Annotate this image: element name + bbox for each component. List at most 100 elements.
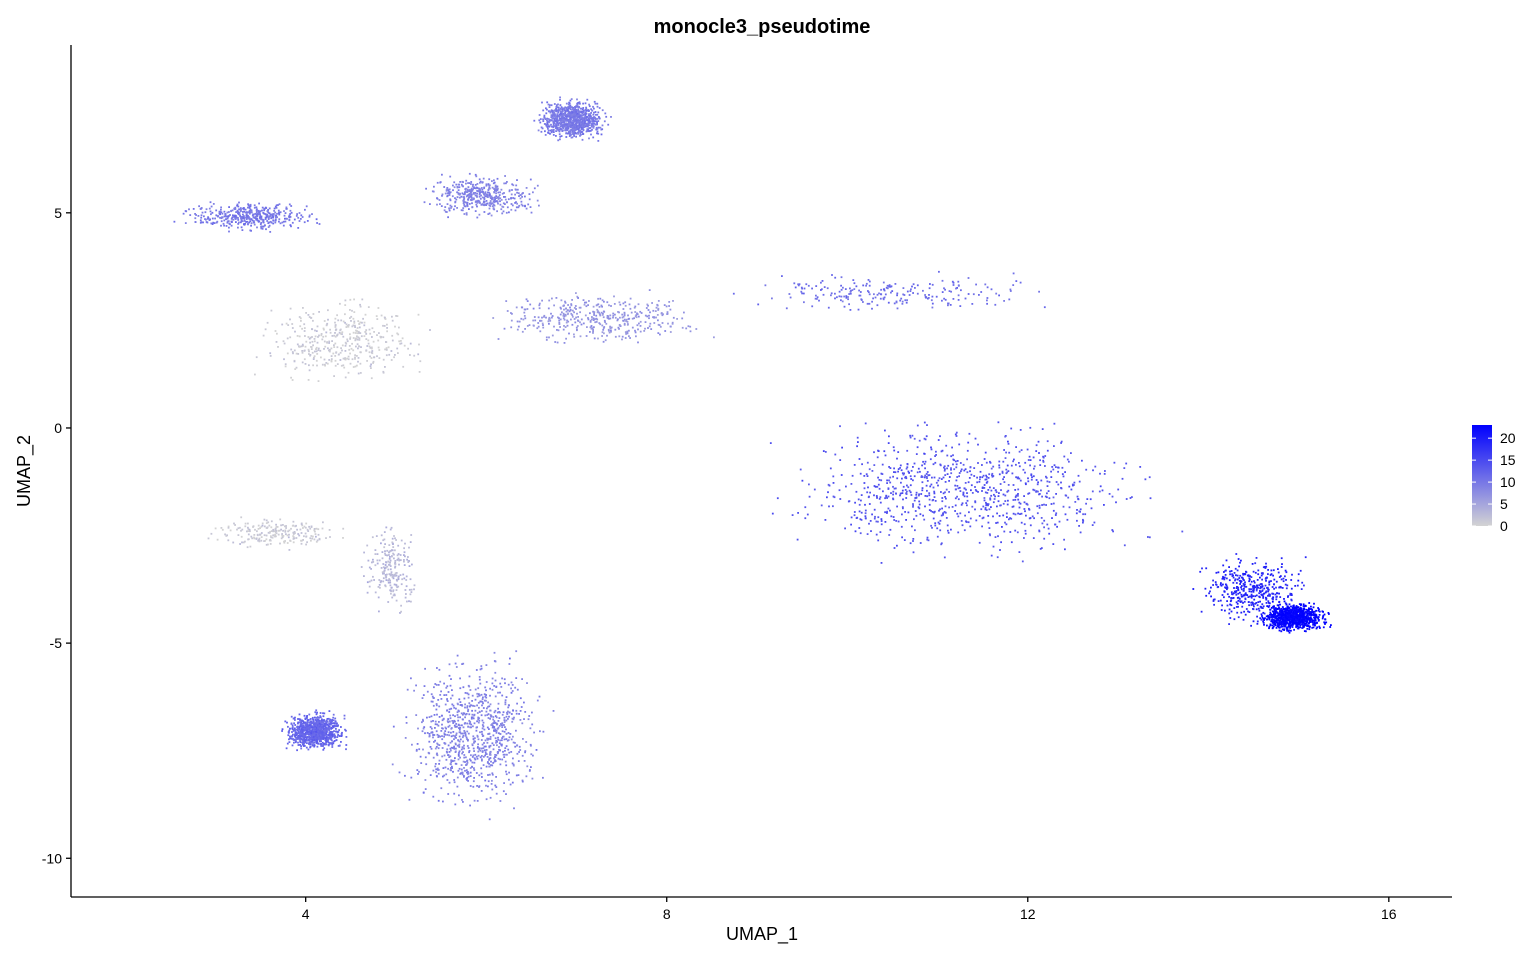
scatter-point [231, 221, 233, 223]
scatter-point [264, 540, 266, 542]
scatter-point [563, 108, 565, 110]
scatter-point [542, 327, 544, 329]
scatter-point [297, 227, 299, 229]
scatter-point [436, 724, 438, 726]
scatter-point [454, 197, 456, 199]
scatter-point [461, 713, 463, 715]
scatter-point [603, 311, 605, 313]
scatter-point [323, 715, 325, 717]
scatter-point [248, 534, 250, 536]
scatter-point [473, 780, 475, 782]
scatter-point [495, 786, 497, 788]
scatter-point [446, 187, 448, 189]
scatter-point [564, 124, 566, 126]
scatter-point [331, 348, 333, 350]
scatter-point [461, 799, 463, 801]
scatter-point [655, 310, 657, 312]
scatter-point [475, 184, 477, 186]
scatter-point [485, 740, 487, 742]
scatter-point [394, 537, 396, 539]
scatter-point [481, 710, 483, 712]
scatter-point [337, 731, 339, 733]
scatter-point [344, 715, 346, 717]
scatter-point [601, 335, 603, 337]
scatter-point [486, 681, 488, 683]
scatter-point [507, 711, 509, 713]
scatter-point [419, 360, 421, 362]
scatter-point [517, 329, 519, 331]
scatter-point [485, 785, 487, 787]
scatter-point [564, 319, 566, 321]
scatter-point [458, 770, 460, 772]
scatter-point [466, 777, 468, 779]
scatter-point [510, 326, 512, 328]
scatter-point [517, 189, 519, 191]
scatter-point [358, 345, 360, 347]
scatter-point [480, 198, 482, 200]
scatter-point [302, 344, 304, 346]
scatter-point [289, 213, 291, 215]
scatter-point [509, 658, 511, 660]
scatter-point [808, 285, 810, 287]
scatter-point [469, 203, 471, 205]
scatter-point [200, 217, 202, 219]
scatter-point [452, 185, 454, 187]
scatter-point [461, 184, 463, 186]
scatter-point [573, 123, 575, 125]
scatter-point [506, 754, 508, 756]
scatter-point [627, 321, 629, 323]
scatter-point [533, 308, 535, 310]
scatter-point [390, 529, 392, 531]
scatter-point [466, 737, 468, 739]
scatter-point [533, 325, 535, 327]
scatter-point [373, 356, 375, 358]
scatter-point [348, 324, 350, 326]
scatter-point [584, 302, 586, 304]
scatter-point [610, 305, 612, 307]
scatter-point [577, 320, 579, 322]
scatter-point [314, 330, 316, 332]
scatter-point [253, 537, 255, 539]
scatter-point [386, 349, 388, 351]
scatter-point [230, 530, 232, 532]
scatter-point [909, 294, 911, 296]
scatter-point [507, 206, 509, 208]
scatter-point [307, 737, 309, 739]
scatter-point [316, 365, 318, 367]
scatter-point [936, 296, 938, 298]
scatter-point [451, 689, 453, 691]
scatter-point [314, 338, 316, 340]
scatter-point [499, 725, 501, 727]
scatter-point [278, 218, 280, 220]
scatter-point [839, 295, 841, 297]
scatter-point [318, 534, 320, 536]
scatter-point [571, 98, 573, 100]
scatter-point [205, 211, 207, 213]
scatter-point [357, 361, 359, 363]
scatter-point [592, 118, 594, 120]
scatter-point [336, 736, 338, 738]
scatter-point [508, 779, 510, 781]
scatter-point [392, 590, 394, 592]
scatter-point [576, 329, 578, 331]
scatter-point [548, 130, 550, 132]
scatter-point [343, 358, 345, 360]
scatter-point [262, 523, 264, 525]
scatter-point [297, 335, 299, 337]
scatter-point [463, 748, 465, 750]
scatter-point [629, 304, 631, 306]
scatter-point [299, 325, 301, 327]
scatter-point [401, 343, 403, 345]
scatter-point [247, 539, 249, 541]
scatter-point [418, 748, 420, 750]
scatter-point [454, 760, 456, 762]
scatter-point [296, 537, 298, 539]
scatter-point [526, 298, 528, 300]
scatter-point [539, 122, 541, 124]
scatter-point [586, 99, 588, 101]
scatter-point [376, 315, 378, 317]
scatter-point [335, 318, 337, 320]
scatter-point [470, 785, 472, 787]
scatter-point [461, 196, 463, 198]
scatter-point [391, 527, 393, 529]
